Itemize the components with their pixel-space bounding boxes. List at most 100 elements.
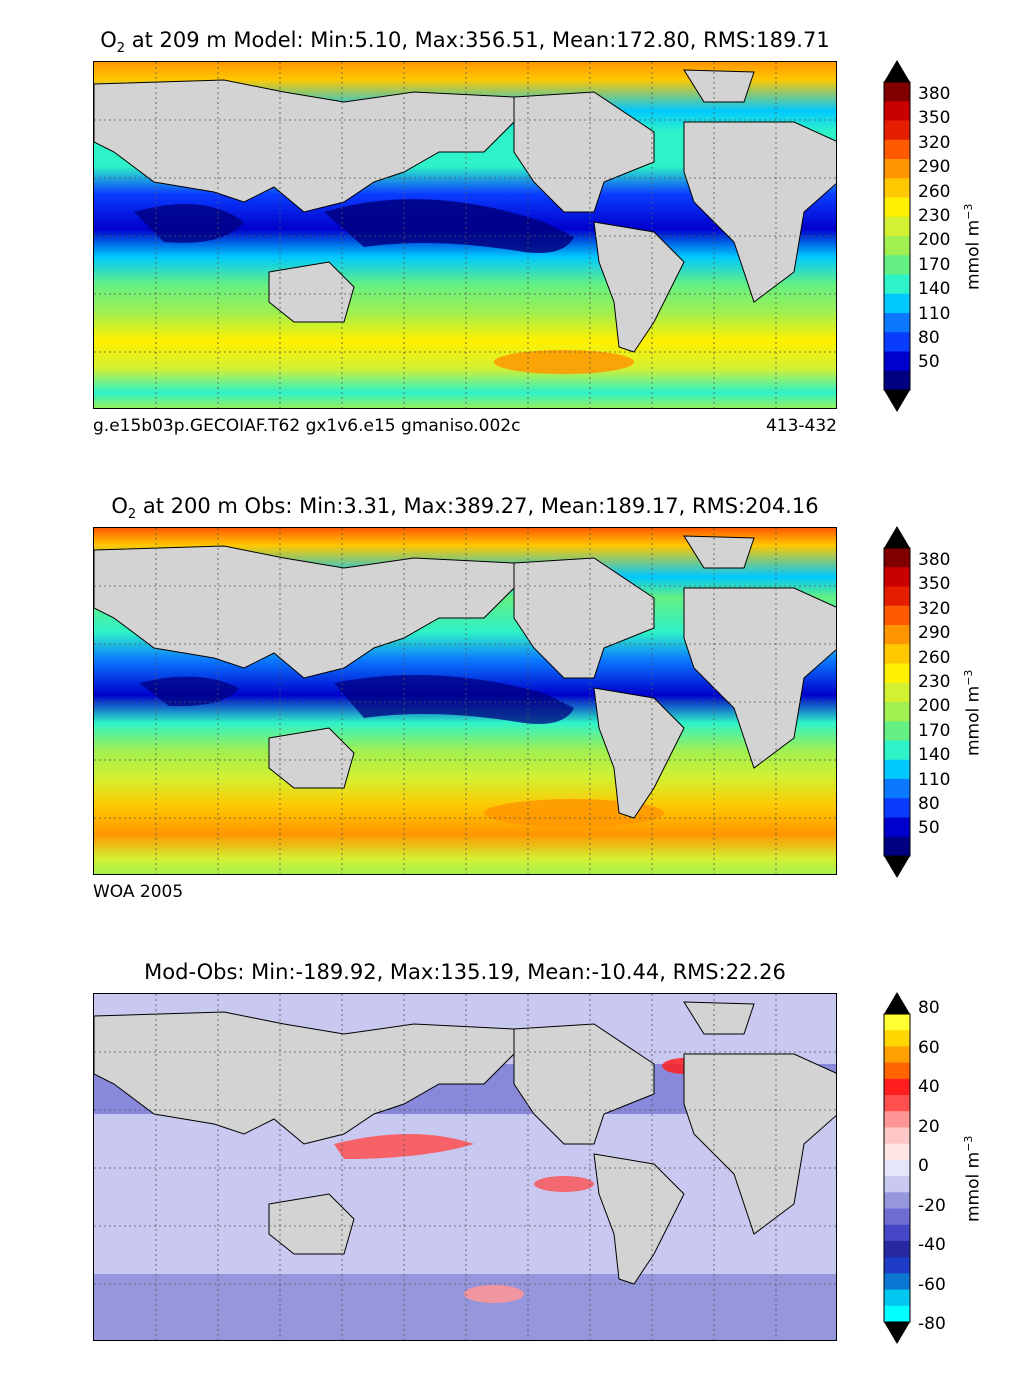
colorbar-border bbox=[883, 1013, 911, 1323]
landmass-eurasia bbox=[94, 1011, 515, 1145]
colorbar-segment bbox=[884, 1273, 910, 1291]
colorbar-units: mmol m−3 bbox=[962, 203, 984, 290]
colorbar-tick-label: -20 bbox=[918, 1195, 946, 1216]
colorbar-tick-label: 290 bbox=[918, 157, 951, 178]
colorbar-under-arrow bbox=[884, 390, 910, 412]
map-model bbox=[93, 61, 837, 409]
caption-left: g.e15b03p.GECOIAF.T62 gx1v6.e15 gmaniso.… bbox=[93, 416, 521, 436]
landmass-greenland bbox=[683, 69, 755, 103]
landmass-africa-europe bbox=[683, 121, 836, 303]
colorbar-segment bbox=[884, 82, 910, 102]
land bbox=[94, 535, 836, 819]
colorbar-segment bbox=[884, 1078, 910, 1096]
colorbar-svg bbox=[883, 992, 911, 1344]
colorbar bbox=[883, 526, 911, 878]
omz-indian bbox=[139, 676, 239, 707]
positive-anomaly-pacific bbox=[334, 1134, 474, 1159]
map-svg bbox=[94, 62, 836, 408]
gridlines bbox=[94, 62, 836, 408]
colorbar-units: mmol m−3 bbox=[962, 669, 984, 756]
colorbar-tick-label: -80 bbox=[918, 1314, 946, 1334]
colorbar-segment bbox=[884, 178, 910, 198]
map-obs bbox=[93, 527, 837, 875]
colorbar-over-arrow bbox=[884, 992, 910, 1014]
colorbar-border bbox=[883, 547, 911, 857]
land bbox=[94, 69, 836, 353]
colorbar-segment bbox=[884, 1159, 910, 1177]
colorbar-segment bbox=[884, 663, 910, 684]
colorbar-units: mmol m−3 bbox=[962, 1135, 984, 1222]
colorbar-segment bbox=[884, 1062, 910, 1080]
colorbar-tick-label: 170 bbox=[918, 720, 951, 741]
colorbar-tick-label: 200 bbox=[918, 230, 951, 251]
panel-obs: O2 at 200 m Obs: Min:3.31, Max:389.27, M… bbox=[0, 466, 1020, 926]
omz-indian bbox=[134, 204, 244, 243]
panel-title: O2 at 209 m Model: Min:5.10, Max:356.51,… bbox=[100, 28, 830, 57]
colorbar-segment bbox=[884, 159, 910, 179]
colorbar-tick-label: -40 bbox=[918, 1235, 946, 1255]
colorbar-segment bbox=[884, 236, 910, 256]
colorbar-tick-label: 80 bbox=[918, 998, 940, 1018]
landmass-north-america bbox=[513, 557, 655, 679]
panel-title: Mod-Obs: Min:-189.92, Max:135.19, Mean:-… bbox=[144, 960, 786, 984]
colorbar-segment bbox=[884, 1289, 910, 1307]
map-svg bbox=[94, 528, 836, 874]
colorbar-segment bbox=[884, 197, 910, 218]
colorbar-under-arrow bbox=[884, 1322, 910, 1344]
landmass-australia bbox=[268, 261, 355, 323]
land bbox=[94, 1001, 836, 1285]
colorbar bbox=[883, 992, 911, 1344]
colorbar-tick-label: 260 bbox=[918, 181, 951, 202]
gridlines bbox=[94, 528, 836, 874]
colorbar-segment bbox=[884, 1208, 910, 1226]
colorbar-tick-label: 0 bbox=[918, 1156, 929, 1176]
colorbar-segment bbox=[884, 1127, 910, 1145]
landmass-australia bbox=[268, 727, 355, 789]
colorbar-segment bbox=[884, 1046, 910, 1064]
colorbar-segment bbox=[884, 313, 910, 333]
colorbar-tick-label: 380 bbox=[918, 84, 951, 104]
landmass-north-america bbox=[513, 91, 655, 213]
colorbar-under-arrow bbox=[884, 856, 910, 878]
landmass-africa-europe bbox=[683, 1053, 836, 1235]
colorbar-segment bbox=[884, 740, 910, 761]
colorbar-segment bbox=[884, 586, 910, 607]
colorbar-tick-label: 320 bbox=[918, 598, 951, 619]
colorbar-segment bbox=[884, 836, 910, 857]
colorbar-tick-label: 230 bbox=[918, 672, 951, 692]
colorbar-svg bbox=[883, 526, 911, 878]
colorbar-segment bbox=[884, 1143, 910, 1161]
colorbar-svg bbox=[883, 60, 911, 412]
colorbar-segment bbox=[884, 351, 910, 372]
southern-band bbox=[494, 350, 634, 374]
colorbar-segment bbox=[884, 644, 910, 664]
colorbar-border bbox=[883, 81, 911, 391]
colorbar-tick-label: 350 bbox=[918, 574, 951, 595]
colorbar-tick-label: 80 bbox=[918, 794, 940, 814]
colorbar-tick-label: 50 bbox=[918, 352, 940, 373]
colorbar-segment bbox=[884, 332, 910, 352]
colorbar-segment bbox=[884, 1305, 910, 1323]
colorbar-tick-label: 50 bbox=[918, 818, 940, 839]
colorbar-segment bbox=[884, 1192, 910, 1210]
colorbar-segment bbox=[884, 798, 910, 818]
colorbar-segment bbox=[884, 120, 910, 141]
colorbar-tick-label: 140 bbox=[918, 279, 951, 300]
colorbar-segment bbox=[884, 759, 910, 780]
colorbar-segment bbox=[884, 779, 910, 799]
panel-title: O2 at 200 m Obs: Min:3.31, Max:389.27, M… bbox=[111, 494, 819, 523]
colorbar-segment bbox=[884, 293, 910, 314]
colorbar-segment bbox=[884, 1095, 910, 1112]
panel-model: O2 at 209 m Model: Min:5.10, Max:356.51,… bbox=[0, 0, 1020, 460]
landmass-north-america bbox=[513, 1023, 655, 1145]
colorbar-segment bbox=[884, 139, 910, 160]
positive-anomaly-east bbox=[534, 1176, 594, 1192]
landmass-australia bbox=[268, 1193, 355, 1255]
landmass-africa-europe bbox=[683, 587, 836, 769]
colorbar-segment bbox=[884, 682, 910, 703]
landmass-greenland bbox=[683, 1001, 755, 1035]
colorbar-tick-label: 80 bbox=[918, 328, 940, 348]
colorbar-segment bbox=[884, 625, 910, 645]
colorbar-segment bbox=[884, 255, 910, 275]
map-svg bbox=[94, 994, 836, 1340]
